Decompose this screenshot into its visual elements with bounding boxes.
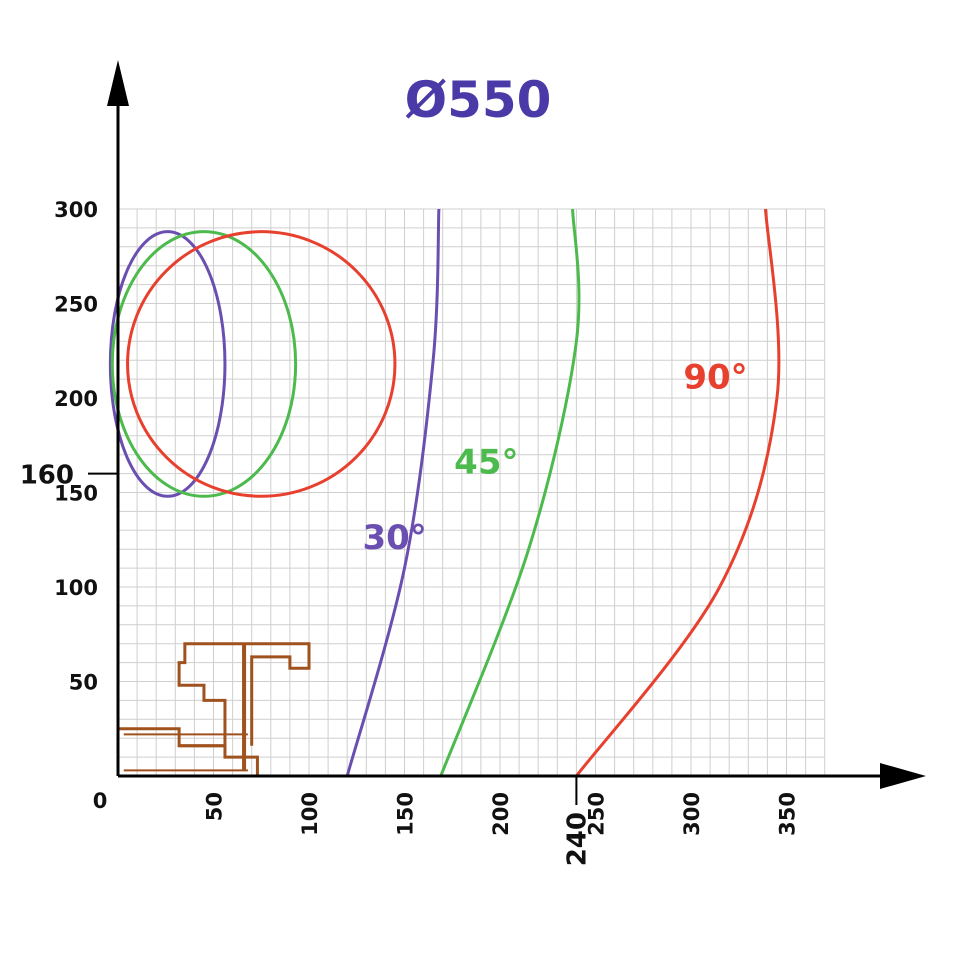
x-marker-label: 240 xyxy=(562,812,592,866)
y-tick-label: 100 xyxy=(54,576,98,600)
profile-outline xyxy=(116,727,259,778)
y-tick-label: 300 xyxy=(54,198,98,222)
x-axis-arrow-icon xyxy=(880,763,926,789)
series-curve xyxy=(439,208,581,777)
series-curve xyxy=(345,208,441,777)
series-ellipse xyxy=(110,230,298,498)
window-profile-drawing xyxy=(116,642,311,778)
axes xyxy=(88,60,926,805)
y-tick-label: 150 xyxy=(54,482,98,506)
x-tick-label: 0 xyxy=(93,789,108,813)
series-ellipse xyxy=(108,230,227,498)
series-group: 30° 45° 90° xyxy=(108,208,781,777)
x-tick-label: 50 xyxy=(203,792,227,821)
x-tick-label: 300 xyxy=(680,792,704,836)
x-tick-label: 250 xyxy=(585,792,609,836)
y-tick-label: 50 xyxy=(69,671,98,695)
series-curve xyxy=(575,208,781,777)
x-tick-label: 350 xyxy=(776,792,800,836)
y-axis-arrow-icon xyxy=(107,60,129,106)
x-tick-label: 100 xyxy=(298,792,322,836)
series-label: 30° xyxy=(362,518,426,558)
series-ellipse xyxy=(126,230,397,498)
tick-labels: 50 100 150 200 250 300 0 50 100 150 200 250 300 350 16… xyxy=(20,198,800,866)
y-marker-label: 160 xyxy=(20,461,74,491)
series-label: 45° xyxy=(454,443,518,483)
x-tick-label: 150 xyxy=(394,792,418,836)
profile-outline xyxy=(177,642,311,748)
series-label: 90° xyxy=(683,358,747,398)
y-tick-label: 200 xyxy=(54,387,98,411)
chart-title: Ø550 xyxy=(405,71,552,129)
x-tick-label: 200 xyxy=(489,792,513,836)
y-tick-label: 250 xyxy=(54,293,98,317)
